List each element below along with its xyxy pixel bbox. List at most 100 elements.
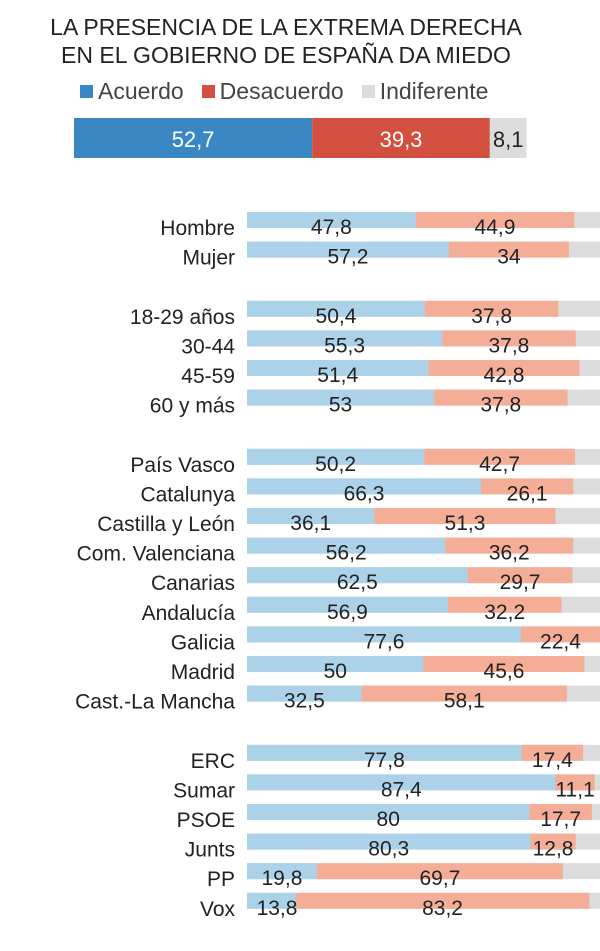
bar-desacuerdo xyxy=(442,330,576,347)
value-label-desacuerdo: 45,6 xyxy=(484,660,525,683)
legend-swatch xyxy=(80,85,93,98)
value-label-acuerdo: 80 xyxy=(377,808,400,831)
legend-swatch xyxy=(361,85,375,98)
bar-desacuerdo xyxy=(374,508,556,524)
bar-acuerdo xyxy=(247,774,556,791)
bar-desacuerdo xyxy=(481,478,574,495)
value-label-desacuerdo: 22,4 xyxy=(540,630,581,653)
value-label-desacuerdo: 44,9 xyxy=(475,216,516,239)
value-label-acuerdo: 62,5 xyxy=(337,571,378,594)
legend-label: Desacuerdo xyxy=(219,78,344,104)
bar-desacuerdo xyxy=(415,212,575,228)
total-label-desacuerdo: 39,3 xyxy=(380,127,423,152)
bar-desacuerdo xyxy=(428,360,580,376)
legend-item-acuerdo: Acuerdo xyxy=(80,78,184,105)
value-label-desacuerdo: 37,8 xyxy=(480,394,521,417)
bar-acuerdo xyxy=(247,241,449,258)
bar-desacuerdo xyxy=(447,596,562,613)
value-label-desacuerdo: 42,8 xyxy=(484,364,525,387)
row-label: PP xyxy=(207,868,235,891)
value-label-acuerdo: 36,1 xyxy=(290,512,331,535)
value-label-desacuerdo: 36,2 xyxy=(489,542,530,565)
row-label: Junts xyxy=(185,839,235,862)
value-label-desacuerdo: 29,7 xyxy=(500,571,541,594)
value-label-acuerdo: 56,9 xyxy=(327,601,368,624)
bar-desacuerdo xyxy=(448,241,569,258)
total-label-indiferente: 8,1 xyxy=(493,127,524,152)
value-label-desacuerdo: 17,7 xyxy=(540,808,581,831)
value-label-desacuerdo: 69,7 xyxy=(419,867,460,890)
bar-desacuerdo xyxy=(529,804,592,820)
bar-desacuerdo xyxy=(555,774,595,791)
row-label: 30-44 xyxy=(181,335,235,358)
value-label-desacuerdo: 26,1 xyxy=(507,482,548,505)
row-label: País Vasco xyxy=(130,454,235,477)
bar-desacuerdo xyxy=(521,744,584,761)
row-label: 45-59 xyxy=(181,365,235,388)
bar-desacuerdo xyxy=(316,863,563,880)
bar-acuerdo xyxy=(247,508,375,524)
bar-desacuerdo xyxy=(520,626,600,643)
value-label-desacuerdo: 58,1 xyxy=(444,690,485,713)
value-label-acuerdo: 47,8 xyxy=(311,216,352,239)
row-label: 60 y más xyxy=(150,395,235,418)
value-label-acuerdo: 66,3 xyxy=(344,482,385,505)
bar-acuerdo xyxy=(247,330,443,347)
value-label-desacuerdo: 34 xyxy=(497,246,521,269)
row-label: Castilla y León xyxy=(97,513,235,536)
total-bar-acuerdo xyxy=(74,118,313,158)
row-label: Sumar xyxy=(173,779,235,802)
row-label: Cast.-La Mancha xyxy=(75,691,235,714)
chart-title-line-1: LA PRESENCIA DE LA EXTREMA DERECHA xyxy=(50,14,522,40)
legend-label: Indiferente xyxy=(379,78,489,104)
value-label-desacuerdo: 42,7 xyxy=(479,453,520,476)
bar-acuerdo xyxy=(247,863,317,880)
legend-label: Acuerdo xyxy=(98,78,184,104)
bar-acuerdo xyxy=(247,448,425,465)
bar-acuerdo xyxy=(247,744,522,761)
bar-acuerdo xyxy=(247,804,530,820)
row-label: Canarias xyxy=(151,572,235,595)
value-label-acuerdo: 57,2 xyxy=(328,246,369,269)
bar-desacuerdo xyxy=(434,389,568,406)
bar-desacuerdo xyxy=(361,685,567,702)
value-label-desacuerdo: 37,8 xyxy=(488,334,529,357)
total-label-acuerdo: 52,7 xyxy=(172,127,215,152)
bar-acuerdo xyxy=(247,626,521,643)
bar-desacuerdo xyxy=(423,656,585,672)
value-label-acuerdo: 13,8 xyxy=(257,897,298,920)
row-label: Catalunya xyxy=(140,483,235,506)
value-label-acuerdo: 55,3 xyxy=(324,334,365,357)
legend: Acuerdo Desacuerdo Indiferente xyxy=(80,78,488,105)
bar-desacuerdo xyxy=(424,300,559,317)
value-label-acuerdo: 50,4 xyxy=(316,305,357,328)
value-label-acuerdo: 80,3 xyxy=(368,838,409,861)
value-label-acuerdo: 77,6 xyxy=(364,630,405,653)
row-label: 18-29 años xyxy=(130,306,235,329)
value-label-acuerdo: 77,8 xyxy=(364,749,405,772)
bar-desacuerdo xyxy=(467,567,573,584)
value-label-acuerdo: 50 xyxy=(324,660,347,683)
bar-acuerdo xyxy=(247,833,531,850)
value-label-acuerdo: 87,4 xyxy=(381,778,422,801)
bar-desacuerdo xyxy=(445,537,574,554)
legend-item-indiferente: Indiferente xyxy=(361,78,489,105)
value-label-acuerdo: 51,4 xyxy=(317,364,358,387)
row-label: Vox xyxy=(200,898,236,921)
value-label-acuerdo: 19,8 xyxy=(262,867,303,890)
row-label: Com. Valenciana xyxy=(77,543,236,566)
row-label: Hombre xyxy=(160,217,235,240)
value-label-desacuerdo: 51,3 xyxy=(445,512,486,535)
row-label: Madrid xyxy=(171,661,235,684)
value-label-desacuerdo: 12,8 xyxy=(533,838,574,861)
bar-acuerdo xyxy=(247,596,448,613)
row-label: Andalucía xyxy=(142,602,236,625)
row-label: PSOE xyxy=(177,809,235,832)
bar-acuerdo xyxy=(247,389,435,406)
value-label-acuerdo: 50,2 xyxy=(315,453,356,476)
row-label: Mujer xyxy=(182,247,235,270)
bar-acuerdo xyxy=(247,567,468,584)
total-bar-desacuerdo xyxy=(312,118,490,158)
row-label: Galicia xyxy=(171,631,236,654)
